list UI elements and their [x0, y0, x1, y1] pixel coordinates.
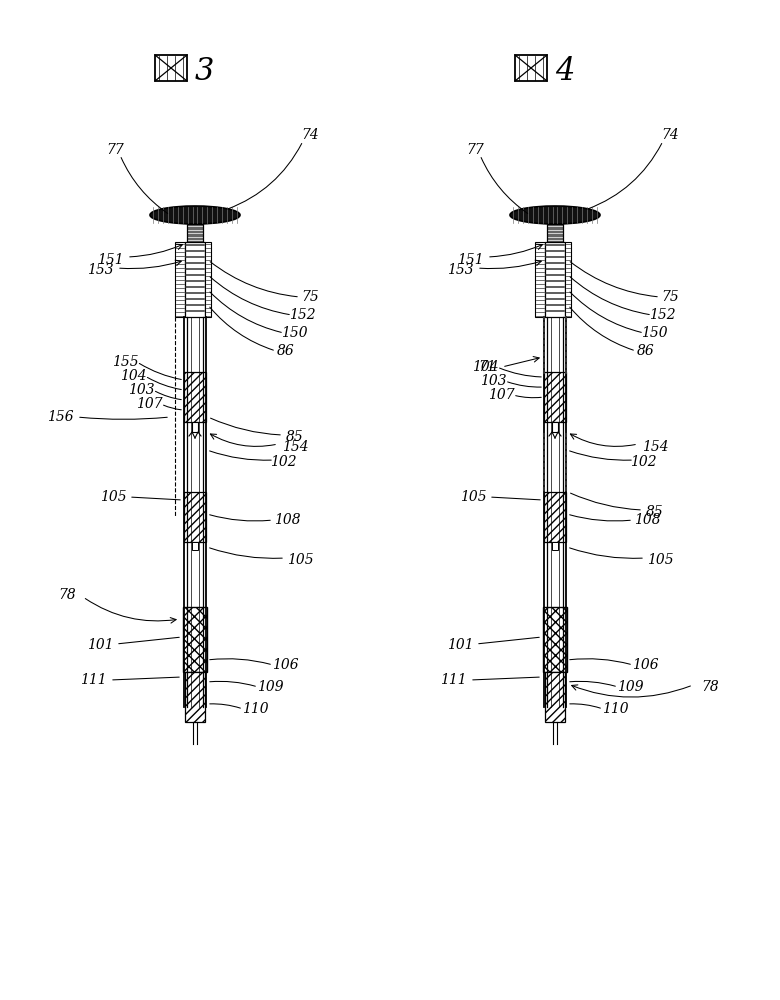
Text: 85: 85 [286, 430, 304, 444]
Text: 3: 3 [195, 56, 215, 87]
Text: 74: 74 [301, 128, 319, 142]
Text: 108: 108 [633, 513, 661, 527]
Bar [155, 55, 187, 81]
Bar [185, 672, 205, 722]
Bar [175, 242, 185, 317]
Text: 86: 86 [277, 344, 295, 358]
Text: 110: 110 [242, 702, 268, 716]
Text: 107: 107 [488, 388, 514, 402]
Text: 78: 78 [58, 588, 76, 602]
Ellipse shape [510, 206, 600, 224]
Bar [187, 224, 203, 242]
Bar [205, 242, 211, 317]
Text: 107: 107 [136, 397, 162, 411]
Text: 150: 150 [281, 326, 307, 340]
Text: 154: 154 [642, 440, 668, 454]
Text: 109: 109 [257, 680, 283, 694]
Bar [544, 492, 566, 542]
Bar [547, 224, 563, 242]
Text: 77: 77 [106, 143, 124, 157]
Bar [192, 542, 198, 550]
Bar [545, 672, 565, 722]
Text: 77: 77 [466, 143, 484, 157]
Text: 106: 106 [271, 658, 298, 672]
Bar [543, 607, 567, 672]
Ellipse shape [150, 206, 240, 224]
Text: 151: 151 [97, 253, 123, 267]
Text: 4: 4 [555, 56, 574, 87]
Text: 153: 153 [447, 263, 473, 277]
Bar [185, 242, 205, 317]
Text: 154: 154 [282, 440, 308, 454]
Bar [552, 422, 558, 432]
Bar [535, 242, 545, 317]
Text: 78: 78 [701, 680, 719, 694]
Bar [544, 372, 566, 422]
Text: 105: 105 [459, 490, 486, 504]
Text: 151: 151 [456, 253, 484, 267]
Bar [515, 55, 547, 81]
Text: 111: 111 [440, 673, 466, 687]
Text: 111: 111 [80, 673, 106, 687]
Text: 106: 106 [632, 658, 658, 672]
Text: 102: 102 [270, 455, 296, 469]
Text: 153: 153 [87, 263, 113, 277]
Text: 103: 103 [128, 383, 154, 397]
Bar [545, 242, 565, 317]
Bar [552, 542, 558, 550]
Text: 109: 109 [617, 680, 644, 694]
Text: 110: 110 [601, 702, 629, 716]
Text: 152: 152 [289, 308, 315, 322]
Text: 102: 102 [629, 455, 656, 469]
Text: 101: 101 [87, 638, 113, 652]
Bar [192, 422, 198, 432]
Text: 75: 75 [301, 290, 319, 304]
Text: 155: 155 [112, 355, 138, 369]
Text: 150: 150 [640, 326, 668, 340]
Text: 71: 71 [478, 360, 496, 374]
Text: 101: 101 [447, 638, 473, 652]
Text: 105: 105 [647, 553, 673, 567]
Text: 75: 75 [661, 290, 679, 304]
Text: 103: 103 [480, 374, 506, 388]
Text: 86: 86 [637, 344, 655, 358]
Bar [184, 492, 206, 542]
Text: 152: 152 [649, 308, 675, 322]
Text: 74: 74 [661, 128, 679, 142]
Bar [565, 242, 571, 317]
Bar [183, 607, 207, 672]
Text: 156: 156 [47, 410, 73, 424]
Text: 108: 108 [274, 513, 300, 527]
Text: 105: 105 [287, 553, 314, 567]
Bar [184, 372, 206, 422]
Text: 85: 85 [646, 505, 664, 519]
Text: 104: 104 [472, 360, 498, 374]
Text: 105: 105 [100, 490, 126, 504]
Text: 104: 104 [119, 369, 147, 383]
